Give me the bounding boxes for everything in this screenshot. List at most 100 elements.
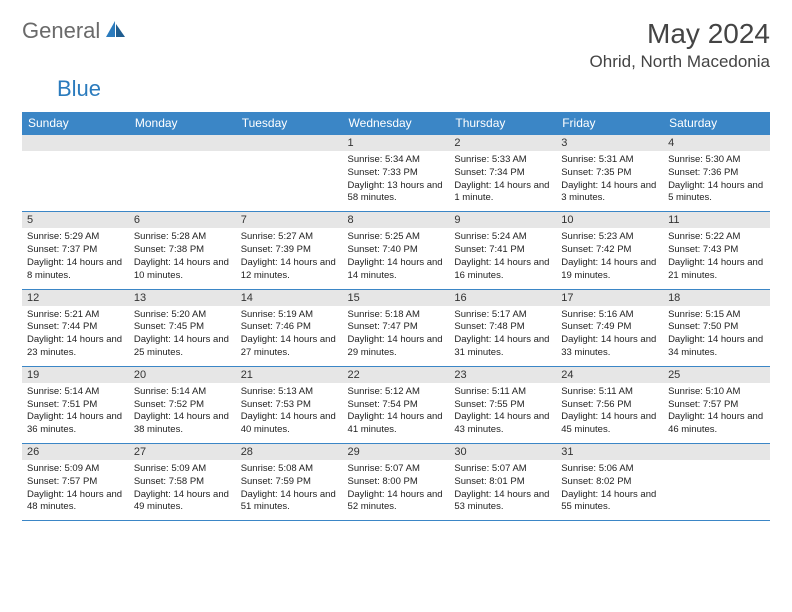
day-number: 14 [236,290,343,306]
daylight-text: Daylight: 14 hours and 40 minutes. [241,411,338,437]
sunset-text: Sunset: 7:57 PM [668,399,765,412]
daylight-text: Daylight: 14 hours and 1 minute. [454,180,551,206]
sunset-text: Sunset: 7:33 PM [348,167,445,180]
daylight-text: Daylight: 13 hours and 58 minutes. [348,180,445,206]
day-number: 2 [449,135,556,151]
day-info: Sunrise: 5:28 AMSunset: 7:38 PMDaylight:… [129,228,236,288]
sunset-text: Sunset: 7:35 PM [561,167,658,180]
dayhead-sunday: Sunday [22,112,129,135]
sunrise-text: Sunrise: 5:14 AM [27,386,124,399]
day-cell: 20Sunrise: 5:14 AMSunset: 7:52 PMDayligh… [129,366,236,443]
daylight-text: Daylight: 14 hours and 3 minutes. [561,180,658,206]
calendar-table: Sunday Monday Tuesday Wednesday Thursday… [22,112,770,521]
daylight-text: Daylight: 14 hours and 33 minutes. [561,334,658,360]
day-cell: 29Sunrise: 5:07 AMSunset: 8:00 PMDayligh… [343,444,450,521]
day-cell: 19Sunrise: 5:14 AMSunset: 7:51 PMDayligh… [22,366,129,443]
day-number: 21 [236,367,343,383]
sunrise-text: Sunrise: 5:09 AM [27,463,124,476]
sunrise-text: Sunrise: 5:34 AM [348,154,445,167]
day-cell: 4 Sunrise: 5:30 AMSunset: 7:36 PMDaylight… [663,135,770,212]
sunrise-text: Sunrise: 5:13 AM [241,386,338,399]
dayhead-thursday: Thursday [449,112,556,135]
title-block: May 2024 Ohrid, North Macedonia [590,18,770,72]
daylight-text: Daylight: 14 hours and 5 minutes. [668,180,765,206]
day-number: 18 [663,290,770,306]
dayhead-monday: Monday [129,112,236,135]
day-cell: 9Sunrise: 5:24 AMSunset: 7:41 PMDaylight… [449,212,556,289]
daylight-text: Daylight: 14 hours and 55 minutes. [561,489,658,515]
daylight-text: Daylight: 14 hours and 52 minutes. [348,489,445,515]
sunrise-text: Sunrise: 5:07 AM [454,463,551,476]
sunset-text: Sunset: 7:55 PM [454,399,551,412]
sunset-text: Sunset: 7:46 PM [241,321,338,334]
day-cell: 1Sunrise: 5:34 AMSunset: 7:33 PMDaylight… [343,135,450,212]
daylight-text: Daylight: 14 hours and 10 minutes. [134,257,231,283]
day-cell: 26Sunrise: 5:09 AMSunset: 7:57 PMDayligh… [22,444,129,521]
day-number: 8 [343,212,450,228]
day-info: Sunrise: 5:12 AMSunset: 7:54 PMDaylight:… [343,383,450,443]
day-info: Sunrise: 5:33 AMSunset: 7:34 PMDaylight:… [449,151,556,211]
day-number: 3 [556,135,663,151]
day-number: 19 [22,367,129,383]
daylight-text: Daylight: 14 hours and 29 minutes. [348,334,445,360]
logo: General [22,18,129,44]
day-cell: 10Sunrise: 5:23 AMSunset: 7:42 PMDayligh… [556,212,663,289]
day-info: Sunrise: 5:08 AMSunset: 7:59 PMDaylight:… [236,460,343,520]
daylight-text: Daylight: 14 hours and 48 minutes. [27,489,124,515]
day-cell: 30Sunrise: 5:07 AMSunset: 8:01 PMDayligh… [449,444,556,521]
sunset-text: Sunset: 7:51 PM [27,399,124,412]
day-cell: 18Sunrise: 5:15 AMSunset: 7:50 PMDayligh… [663,289,770,366]
day-info: Sunrise: 5:11 AMSunset: 7:55 PMDaylight:… [449,383,556,443]
week-row: 26Sunrise: 5:09 AMSunset: 7:57 PMDayligh… [22,444,770,521]
sunset-text: Sunset: 7:44 PM [27,321,124,334]
daylight-text: Daylight: 14 hours and 21 minutes. [668,257,765,283]
day-info: Sunrise: 5:18 AMSunset: 7:47 PMDaylight:… [343,306,450,366]
day-number: 10 [556,212,663,228]
daylight-text: Daylight: 14 hours and 8 minutes. [27,257,124,283]
daylight-text: Daylight: 14 hours and 53 minutes. [454,489,551,515]
day-cell: 22Sunrise: 5:12 AMSunset: 7:54 PMDayligh… [343,366,450,443]
daylight-text: Daylight: 14 hours and 38 minutes. [134,411,231,437]
day-info: Sunrise: 5:16 AMSunset: 7:49 PMDaylight:… [556,306,663,366]
daylight-text: Daylight: 14 hours and 41 minutes. [348,411,445,437]
calendar-body: 1Sunrise: 5:34 AMSunset: 7:33 PMDaylight… [22,135,770,521]
sunset-text: Sunset: 7:34 PM [454,167,551,180]
day-info [22,151,129,207]
day-info: Sunrise: 5:17 AMSunset: 7:48 PMDaylight:… [449,306,556,366]
sunset-text: Sunset: 7:45 PM [134,321,231,334]
sunset-text: Sunset: 7:53 PM [241,399,338,412]
day-cell: 23Sunrise: 5:11 AMSunset: 7:55 PMDayligh… [449,366,556,443]
sunset-text: Sunset: 7:52 PM [134,399,231,412]
day-number: 4 [663,135,770,151]
day-number: 9 [449,212,556,228]
sunset-text: Sunset: 7:58 PM [134,476,231,489]
day-number: 7 [236,212,343,228]
sunrise-text: Sunrise: 5:31 AM [561,154,658,167]
sunset-text: Sunset: 7:36 PM [668,167,765,180]
week-row: 12Sunrise: 5:21 AMSunset: 7:44 PMDayligh… [22,289,770,366]
day-info [663,460,770,516]
day-cell: 3 Sunrise: 5:31 AMSunset: 7:35 PMDaylight… [556,135,663,212]
dayhead-friday: Friday [556,112,663,135]
day-cell: 21 Sunrise: 5:13 AMSunset: 7:53 PMDayligh… [236,366,343,443]
sunrise-text: Sunrise: 5:15 AM [668,309,765,322]
day-cell: 17Sunrise: 5:16 AMSunset: 7:49 PMDayligh… [556,289,663,366]
day-info: Sunrise: 5:06 AMSunset: 8:02 PMDaylight:… [556,460,663,520]
day-info [236,151,343,207]
day-cell [22,135,129,212]
day-cell: 8Sunrise: 5:25 AMSunset: 7:40 PMDaylight… [343,212,450,289]
sunrise-text: Sunrise: 5:33 AM [454,154,551,167]
day-cell [236,135,343,212]
day-number [663,444,770,460]
day-header-row: Sunday Monday Tuesday Wednesday Thursday… [22,112,770,135]
sunrise-text: Sunrise: 5:30 AM [668,154,765,167]
day-info: Sunrise: 5:07 AMSunset: 8:00 PMDaylight:… [343,460,450,520]
day-cell: 14Sunrise: 5:19 AMSunset: 7:46 PMDayligh… [236,289,343,366]
day-number: 31 [556,444,663,460]
day-info: Sunrise: 5:22 AMSunset: 7:43 PMDaylight:… [663,228,770,288]
day-info: Sunrise: 5:34 AMSunset: 7:33 PMDaylight:… [343,151,450,211]
daylight-text: Daylight: 14 hours and 46 minutes. [668,411,765,437]
day-number: 24 [556,367,663,383]
daylight-text: Daylight: 14 hours and 23 minutes. [27,334,124,360]
sunset-text: Sunset: 7:50 PM [668,321,765,334]
